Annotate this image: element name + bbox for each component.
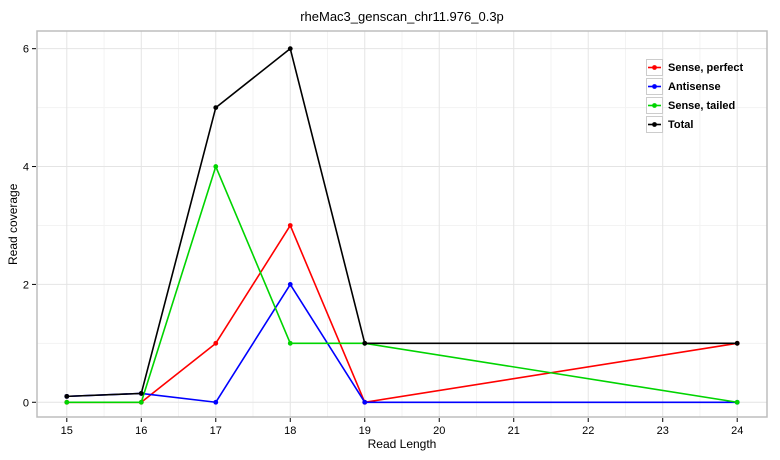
legend-item-sense-tailed: Sense, tailed [646,97,743,114]
y-axis-label: Read coverage [6,183,20,265]
legend-line-icon [648,65,661,70]
x-axis-tick-label: 16 [135,425,147,437]
data-point-sense-tailed [138,399,144,405]
data-point-sense-tailed [64,399,70,405]
data-point-sense-tailed [287,340,293,346]
panel-border [36,30,768,418]
data-point-antisense [213,399,219,405]
legend-label: Antisense [668,80,721,93]
data-point-total [287,46,293,52]
legend: Sense, perfect Antisense Sense, tailed Tota… [646,59,743,135]
data-point-sense-tailed [213,164,219,169]
x-axis-tick-label: 24 [731,425,743,437]
legend-label: Total [668,118,694,131]
legend-line-icon [648,122,661,127]
legend-line-icon [648,84,661,89]
data-point-total [362,340,368,346]
y-axis-tick-label: 2 [23,279,29,291]
x-axis-tick-label: 15 [61,425,73,437]
legend-line-icon [648,103,661,108]
data-point-total [64,393,70,399]
data-point-sense-perfect [287,223,293,228]
data-point-antisense [287,282,293,287]
x-axis-tick-label: 17 [210,425,222,437]
legend-key-swatch [646,116,663,133]
y-axis-tick-label: 4 [23,162,29,174]
data-point-total [138,391,144,396]
data-point-sense-tailed [734,399,740,405]
data-point-antisense [362,399,368,405]
y-axis-tick-label: 6 [23,44,29,56]
legend-label: Sense, perfect [668,61,744,74]
series-line-total [66,47,738,398]
x-axis-tick-label: 20 [433,425,445,437]
legend-item-antisense: Antisense [646,78,743,95]
legend-key-swatch [646,97,663,114]
x-axis-tick-label: 22 [582,425,594,437]
legend-key-swatch [646,78,663,95]
legend-key-swatch [646,59,663,76]
legend-label: Sense, tailed [668,99,736,112]
data-point-total [213,105,219,111]
legend-item-sense-perfect: Sense, perfect [646,59,743,76]
x-axis-tick-label: 23 [657,425,669,437]
series-line-sense-tailed [66,165,738,404]
x-axis-tick-label: 21 [508,425,520,437]
x-axis-tick-label: 18 [284,425,296,437]
x-axis-label: Read Length [367,437,437,451]
chart-title: rheMac3_genscan_chr11.976_0.3p [300,9,504,24]
data-point-sense-perfect [213,340,219,346]
x-axis-tick-label: 19 [359,425,371,437]
y-axis-tick-label: 0 [23,397,29,409]
data-point-total [734,340,740,346]
legend-item-total: Total [646,116,743,133]
